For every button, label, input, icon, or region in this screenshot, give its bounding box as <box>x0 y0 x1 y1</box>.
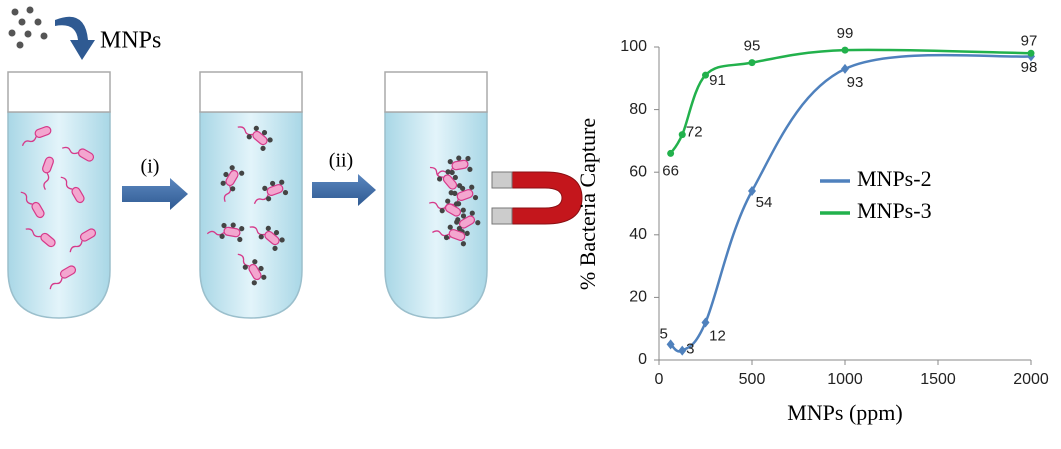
data-label: 72 <box>686 124 703 141</box>
point <box>701 317 710 328</box>
point <box>702 71 709 79</box>
y-tick-label: 80 <box>629 101 647 118</box>
series-line <box>669 53 1032 353</box>
data-label: 91 <box>709 72 726 89</box>
tube-2 <box>199 71 303 319</box>
y-tick-label: 0 <box>638 351 647 368</box>
data-label: 66 <box>662 162 679 179</box>
point <box>678 345 687 356</box>
data-label: 97 <box>1021 32 1038 49</box>
particles-label: MNPs <box>100 28 161 54</box>
data-label: 5 <box>659 325 667 342</box>
data-label: 3 <box>686 341 694 358</box>
step-arrow <box>312 174 376 206</box>
step-label: (i) <box>141 156 160 178</box>
data-label: 54 <box>756 194 773 211</box>
legend-label: MNPs-3 <box>857 198 932 223</box>
point <box>748 59 756 67</box>
step-arrow <box>122 178 188 210</box>
point <box>678 131 686 139</box>
x-tick-label: 0 <box>655 371 664 388</box>
x-axis-title: MNPs (ppm) <box>787 400 903 425</box>
point <box>667 149 675 157</box>
point <box>1027 49 1035 57</box>
particles-icon <box>8 6 48 49</box>
x-tick-label: 1000 <box>827 371 863 388</box>
magnet <box>491 171 583 225</box>
x-tick-label: 2000 <box>1013 371 1049 388</box>
point <box>666 339 675 350</box>
data-label: 95 <box>744 38 761 55</box>
y-tick-label: 60 <box>629 163 647 180</box>
curved-arrow <box>55 16 95 60</box>
x-tick-label: 1500 <box>920 371 956 388</box>
point <box>748 185 756 196</box>
tube-1 <box>7 71 111 319</box>
y-tick-label: 40 <box>629 226 647 243</box>
tube-3 <box>384 71 488 319</box>
y-axis-title: % Bacteria Capture <box>575 118 600 290</box>
point <box>841 63 849 74</box>
data-label: 12 <box>709 327 726 344</box>
legend-label: MNPs-2 <box>857 166 932 191</box>
x-tick-label: 500 <box>739 371 766 388</box>
data-label: 99 <box>837 25 854 42</box>
point <box>841 46 849 54</box>
y-tick-label: 20 <box>629 289 647 306</box>
data-label: 93 <box>847 74 864 91</box>
y-tick-label: 100 <box>620 38 647 55</box>
step-label: (ii) <box>329 150 353 172</box>
data-label: 98 <box>1021 59 1038 76</box>
